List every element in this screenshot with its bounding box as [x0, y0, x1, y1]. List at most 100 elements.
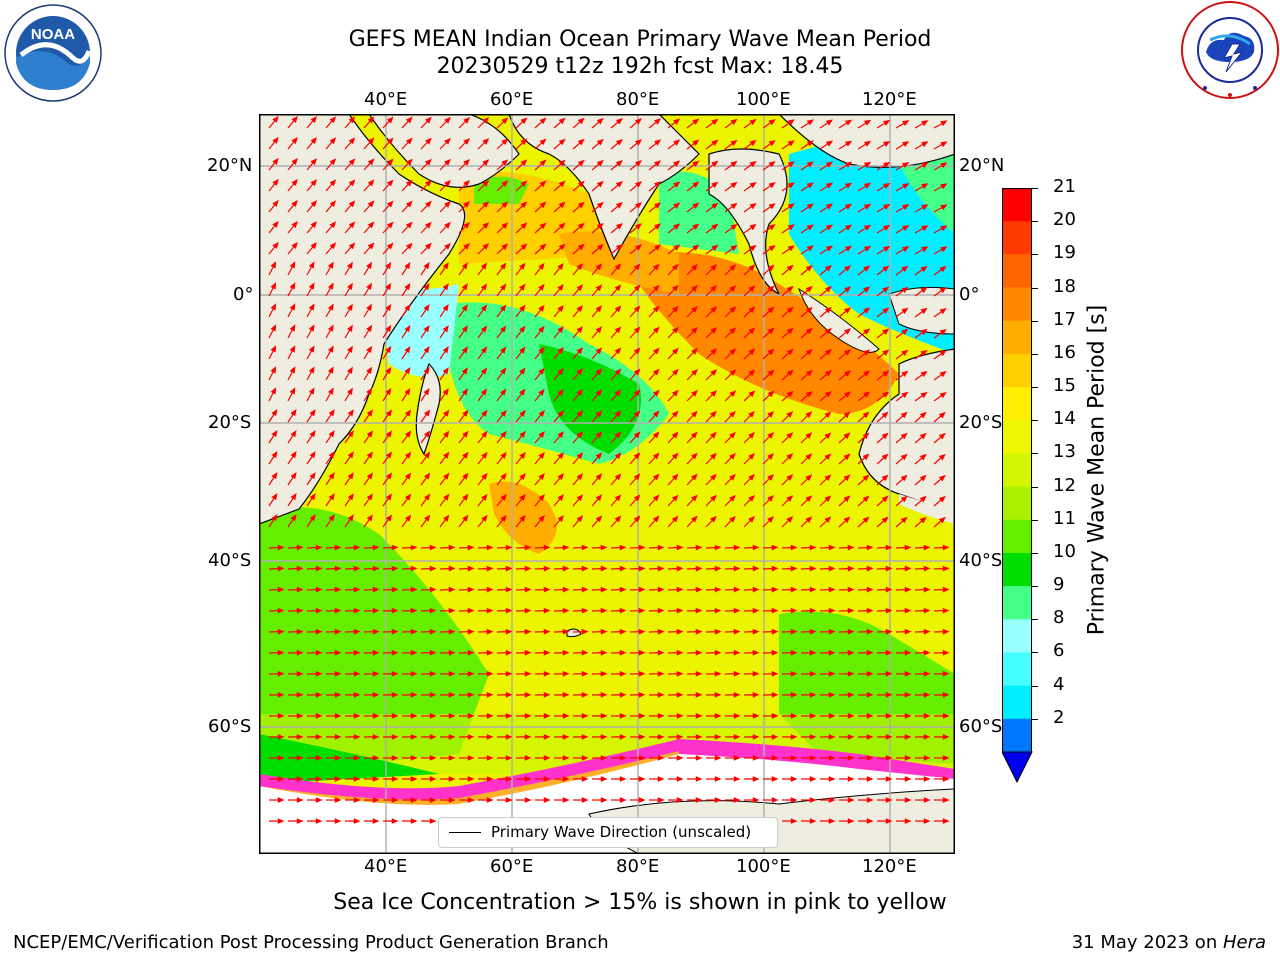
wave-arrow-head: [557, 304, 564, 312]
wave-arrow-head: [828, 734, 836, 740]
wave-arrow-head: [790, 544, 798, 551]
wave-arrow-head: [695, 607, 703, 614]
wave-arrow-head: [673, 244, 681, 251]
wave-arrow-head: [614, 389, 622, 397]
wave-arrow-head: [310, 221, 317, 229]
lon-label-bottom: 120°E: [862, 856, 917, 877]
wave-arrow-head: [410, 776, 418, 782]
wave-arrow-head: [367, 137, 375, 145]
wave-arrow-head: [654, 181, 662, 188]
wave-arrow-head: [482, 243, 490, 250]
wave-arrow-head: [942, 691, 950, 698]
wave-arrow-head: [940, 162, 948, 169]
lat-label-right: 40°S: [959, 550, 1003, 571]
wave-arrow-head: [372, 713, 380, 719]
wave-arrow-head: [691, 347, 698, 355]
wave-arrow-head: [825, 119, 834, 126]
wave-arrow-head: [448, 649, 456, 656]
wave-arrow-head: [327, 387, 334, 395]
wave-arrow-head: [423, 367, 430, 375]
wave-arrow-head: [939, 392, 947, 399]
wave-arrow-head: [500, 514, 507, 522]
wave-arrow-head: [270, 345, 277, 353]
wave-arrow-head: [448, 565, 456, 572]
wave-arrow-head: [385, 282, 392, 291]
madagascar-land: [415, 362, 441, 456]
wave-arrow-head: [482, 159, 490, 166]
wave-arrow-head: [486, 586, 494, 593]
wave-arrow-head: [634, 223, 643, 230]
colorbar-swatch: [1002, 619, 1032, 653]
colorbar-tick-mark: [1032, 619, 1038, 621]
lon-label-bottom: 100°E: [736, 856, 791, 877]
wave-arrow-head: [429, 586, 437, 593]
period-zone-green-sw: [260, 507, 489, 774]
wave-arrow-head: [385, 493, 393, 501]
wave-arrow-head: [366, 261, 373, 269]
wave-arrow-head: [652, 347, 660, 355]
wave-arrow-head: [461, 304, 468, 312]
wave-arrow-head: [271, 450, 278, 459]
wave-arrow-head: [480, 325, 488, 333]
wave-arrow-head: [904, 797, 912, 803]
wave-arrow-head: [353, 691, 361, 698]
wave-arrow-head: [900, 411, 908, 419]
colorbar-tick-mark: [1032, 486, 1038, 488]
wave-arrow-head: [901, 349, 909, 357]
wave-arrow-head: [600, 734, 608, 740]
wave-arrow-head: [467, 691, 475, 698]
wave-arrow-head: [543, 734, 551, 740]
wave-arrow-head: [353, 586, 361, 593]
wave-arrow-head: [429, 565, 437, 572]
colorbar-swatch: [1002, 320, 1032, 355]
wave-arrow-head: [710, 494, 717, 502]
wave-arrow-head: [499, 346, 507, 354]
wave-arrow-head: [806, 140, 814, 147]
wave-arrow-head: [619, 755, 627, 761]
wave-arrow-head: [942, 670, 950, 677]
wave-arrow-head: [614, 263, 622, 271]
wave-arrow-head: [615, 244, 623, 251]
wave-arrow-head: [714, 734, 722, 740]
wave-arrow-head: [576, 368, 583, 376]
wave-arrow-head: [576, 410, 584, 418]
wave-arrow-head: [710, 515, 717, 523]
colorbar-swatch: [1002, 586, 1032, 620]
wave-arrow-head: [828, 670, 836, 677]
wave-arrow-head: [595, 347, 603, 355]
wave-arrow-head: [270, 282, 277, 290]
wave-arrow-head: [562, 586, 570, 593]
wave-arrow-head: [600, 755, 608, 761]
wave-arrow-head: [904, 565, 912, 572]
wave-arrow-head: [290, 430, 297, 438]
wave-arrow-head: [272, 136, 279, 144]
lat-label-left: 0°: [233, 284, 254, 305]
wave-arrow-head: [806, 224, 814, 231]
wave-arrow-head: [900, 474, 908, 482]
period-zone-green-dark: [260, 734, 439, 784]
wave-arrow-head: [520, 159, 528, 167]
wave-arrow-head: [481, 472, 488, 480]
wave-arrow-head: [863, 307, 871, 314]
wave-arrow-head: [844, 391, 852, 398]
wave-arrow-head: [524, 628, 532, 635]
wave-arrow-head: [942, 649, 950, 656]
wave-arrow-head: [505, 734, 513, 740]
wave-arrow-head: [462, 430, 469, 438]
wave-arrow-head: [486, 628, 494, 635]
wave-arrow-head: [543, 670, 551, 677]
wave-arrow-head: [308, 261, 315, 269]
wave-arrow-head: [809, 565, 817, 572]
wave-arrow-head: [714, 586, 722, 593]
wave-arrow-head: [501, 138, 509, 145]
wave-arrow-head: [329, 179, 337, 187]
wave-arrow-head: [372, 544, 380, 551]
wave-arrow-head: [329, 221, 337, 229]
wave-arrow-head: [429, 734, 437, 740]
wave-arrow-head: [296, 544, 304, 551]
wave-arrow-head: [480, 367, 488, 375]
wave-arrow-head: [348, 137, 356, 145]
wave-arrow-head: [539, 243, 547, 251]
wave-arrow-head: [329, 242, 337, 250]
wave-arrow-head: [690, 452, 698, 460]
